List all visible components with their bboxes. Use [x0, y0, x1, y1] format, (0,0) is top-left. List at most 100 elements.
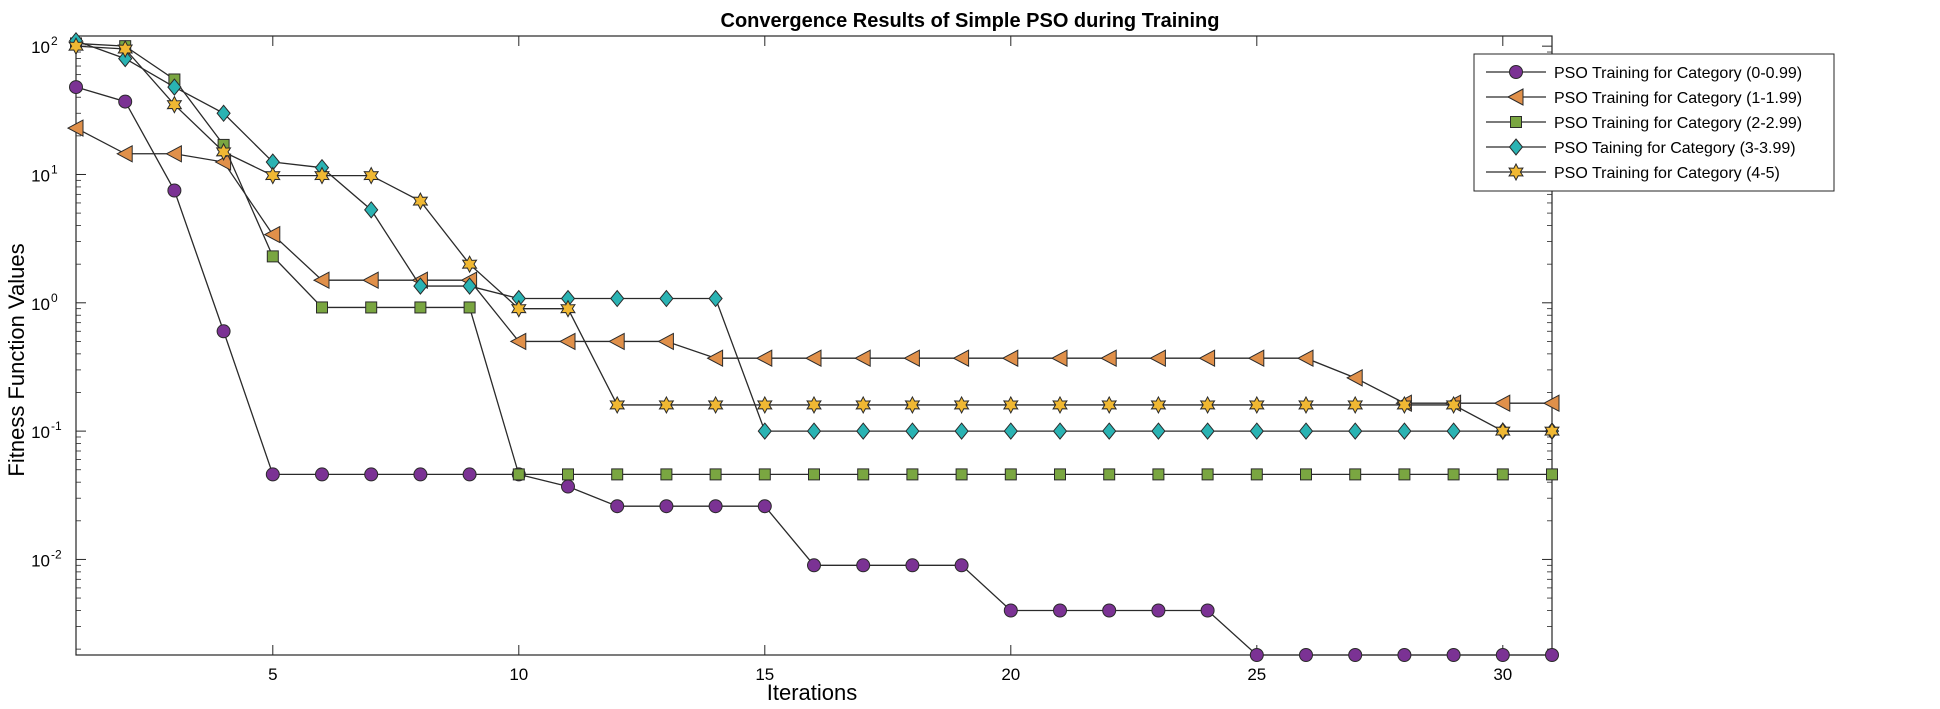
legend-entry-4[interactable]: PSO Taining for Category (3-3.99) [1486, 138, 1796, 157]
series-3-point-24 [1201, 468, 1214, 481]
series-5 [68, 37, 1560, 441]
series-1-point-23 [1151, 603, 1166, 618]
series-3-point-31 [1546, 468, 1558, 481]
series-3-point-6 [316, 301, 328, 314]
series-2-point-26 [1296, 349, 1314, 368]
series-4-point-18 [905, 422, 920, 440]
series-5-point-18 [904, 395, 921, 415]
series-4-point-19 [954, 422, 969, 440]
series-2-point-2 [116, 144, 133, 163]
series-1-point-19 [954, 558, 969, 573]
series-2 [66, 119, 1560, 413]
series-4-point-27 [1348, 422, 1363, 440]
y-tick-exponent--2: -2 [51, 547, 62, 561]
series-2-point-11 [558, 332, 576, 351]
y-tick-label-0: 10 [31, 295, 50, 314]
series-1-point-27 [1348, 648, 1363, 662]
series-4-point-16 [806, 422, 822, 440]
series-4-point-3 [167, 78, 182, 96]
legend-entry-2[interactable]: PSO Training for Category (1-1.99) [1486, 88, 1802, 107]
series-2-point-5 [263, 225, 281, 244]
series-2-point-23 [1149, 349, 1166, 368]
series-5-point-23 [1150, 395, 1167, 415]
series-5-point-8 [412, 192, 429, 211]
legend: PSO Training for Category (0-0.99) PSO Tr… [1473, 53, 1835, 192]
series-1-point-4 [216, 324, 231, 339]
series-5-point-6 [314, 166, 330, 185]
plot-frame [75, 35, 1553, 656]
series-3-point-30 [1496, 468, 1509, 481]
series-2-point-10 [509, 332, 527, 351]
legend-entry-3[interactable]: PSO Training for Category (2-2.99) [1486, 115, 1802, 132]
y-tick-exponent--1: -1 [51, 419, 62, 433]
series-5-point-30 [1494, 422, 1511, 441]
series-2-point-17 [854, 349, 871, 368]
y-tick-exponent-2: 2 [51, 34, 58, 48]
series-1 [69, 80, 1559, 662]
series-5-point-17 [855, 395, 872, 415]
series-4-point-22 [1102, 422, 1117, 440]
series-1-point-6 [315, 467, 329, 482]
series-5-point-7 [363, 166, 380, 185]
series-5-point-21 [1052, 395, 1068, 415]
series-1-point-30 [1495, 648, 1510, 662]
series-1-point-18 [905, 558, 920, 573]
series-5-point-1 [68, 37, 84, 56]
series-1-point-15 [757, 499, 772, 514]
series-4-point-29 [1446, 422, 1461, 440]
series-1-point-31 [1545, 648, 1559, 662]
series-2-point-14 [706, 349, 724, 368]
series-3-point-7 [365, 301, 378, 314]
series-3-point-28 [1398, 468, 1411, 481]
series-3-point-26 [1300, 468, 1312, 481]
series-1-point-13 [659, 499, 674, 514]
series-1-point-20 [1003, 603, 1018, 618]
series-4-point-28 [1397, 422, 1412, 440]
y-tick-exponent-0: 0 [51, 291, 58, 305]
series-5-point-11 [560, 299, 576, 318]
legend-label-2: PSO Training for Category (1-1.99) [1554, 90, 1802, 107]
series-2-point-19 [952, 349, 970, 368]
series-1-point-8 [413, 467, 428, 482]
series-5-point-31 [1544, 422, 1560, 441]
series-4-point-2 [118, 49, 133, 68]
series-3-point-16 [808, 468, 820, 481]
legend-marker-5 [1508, 162, 1524, 182]
series-2-point-7 [362, 271, 379, 290]
legend-label-4: PSO Taining for Category (3-3.99) [1554, 140, 1796, 157]
series-1-point-28 [1397, 648, 1412, 662]
series-5-point-3 [166, 95, 183, 114]
series-1-point-22 [1102, 603, 1117, 618]
series-1-point-25 [1249, 648, 1264, 662]
series-1-point-7 [364, 467, 379, 482]
series-4-point-13 [659, 289, 674, 308]
series-3-point-14 [709, 468, 722, 481]
series-1-point-26 [1299, 648, 1313, 662]
series-4-point-24 [1200, 422, 1215, 440]
series-2-point-3 [165, 144, 182, 163]
series-3-point-8 [414, 301, 427, 314]
series-1-point-12 [610, 499, 625, 514]
x-tick-label-30: 30 [1493, 665, 1512, 684]
series-2-point-31 [1542, 394, 1560, 413]
series-3-point-20 [1004, 468, 1017, 481]
series-2-point-27 [1346, 369, 1363, 387]
series-3-point-11 [562, 468, 574, 481]
series-5-point-10 [510, 299, 527, 318]
series-1-point-17 [856, 558, 871, 573]
series-4-point-21 [1052, 422, 1068, 440]
series-5-point-13 [658, 395, 675, 415]
legend-entry-1[interactable]: PSO Training for Category (0-0.99) [1486, 65, 1802, 82]
legend-entry-5[interactable]: PSO Training for Category (4-5) [1486, 162, 1780, 182]
legend-marker-1 [1509, 65, 1523, 79]
series-4-point-4 [216, 104, 231, 123]
series-3-point-21 [1054, 468, 1066, 481]
series-1-point-11 [561, 479, 575, 494]
series-4-point-14 [708, 289, 723, 308]
legend-label-5: PSO Training for Category (4-5) [1554, 165, 1780, 182]
series-2-point-21 [1050, 349, 1068, 368]
series-3-point-15 [758, 468, 771, 481]
